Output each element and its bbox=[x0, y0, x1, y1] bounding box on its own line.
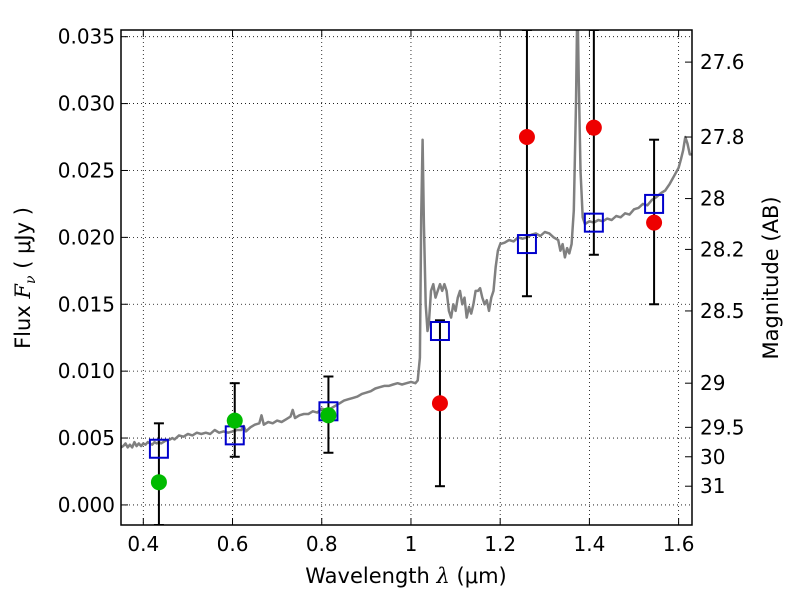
x-tick-label: 1 bbox=[405, 532, 418, 556]
red-data-point bbox=[518, 129, 535, 146]
x-tick-label: 0.6 bbox=[217, 532, 249, 556]
green-data-point bbox=[320, 407, 337, 424]
y-tick-label: 0.010 bbox=[58, 359, 115, 383]
x-axis-ticks: 0.4 0.6 0.8 1 1.2 1.4 1.6 bbox=[127, 30, 695, 556]
y2-tick-label: 28.2 bbox=[700, 237, 745, 261]
y2-tick-label: 29.5 bbox=[700, 415, 745, 439]
x-tick-label: 1.2 bbox=[484, 532, 516, 556]
x-axis-label: Wavelength λ (μm) bbox=[305, 564, 506, 588]
y-tick-label: 0.020 bbox=[58, 225, 115, 249]
red-data-point bbox=[646, 214, 663, 231]
observed-points-layer bbox=[150, 119, 663, 491]
y-tick-label: 0.030 bbox=[58, 92, 115, 116]
y2-tick-label: 28 bbox=[700, 187, 725, 211]
red-data-point bbox=[431, 395, 448, 412]
y-tick-label: 0.005 bbox=[58, 426, 115, 450]
axes-frame bbox=[120, 29, 693, 526]
x-tick-label: 1.6 bbox=[663, 532, 695, 556]
model-photometry-box bbox=[516, 234, 537, 255]
y2-tick-label: 31 bbox=[700, 474, 725, 498]
model-photometry-box bbox=[429, 321, 450, 342]
y2-tick-label: 27.6 bbox=[700, 50, 745, 74]
model-spectrum-line bbox=[121, 30, 692, 449]
y-tick-label: 0.035 bbox=[58, 25, 115, 49]
x-tick-label: 0.4 bbox=[127, 532, 159, 556]
y2-tick-label: 30 bbox=[700, 445, 725, 469]
y2-axis-label: Magnitude (AB) bbox=[759, 196, 783, 359]
y2-axis-ticks: 27.6 27.8 28 28.2 28.5 29 29.5 30 31 bbox=[685, 50, 745, 498]
plot-area bbox=[121, 30, 692, 525]
model-photometry-box bbox=[644, 193, 665, 214]
y-axis-label: Flux Fν ( μJy ) bbox=[11, 207, 39, 349]
y-tick-label: 0.015 bbox=[58, 292, 115, 316]
x-tick-label: 1.4 bbox=[573, 532, 605, 556]
model-photometry-box bbox=[583, 212, 604, 233]
y2-tick-label: 29 bbox=[700, 371, 725, 395]
green-data-point bbox=[226, 412, 243, 429]
y-tick-label: 0.025 bbox=[58, 158, 115, 182]
x-tick-label: 0.8 bbox=[306, 532, 338, 556]
model-photometry-layer bbox=[148, 193, 665, 459]
green-data-point bbox=[150, 474, 167, 491]
red-data-point bbox=[585, 119, 602, 136]
y2-tick-label: 27.8 bbox=[700, 125, 745, 149]
y-tick-label: 0.000 bbox=[58, 493, 115, 517]
y-axis-ticks: 0.000 0.005 0.010 0.015 0.020 0.025 0.030 0.035 bbox=[58, 25, 128, 517]
model-spectrum-layer bbox=[121, 30, 692, 449]
model-photometry-box bbox=[148, 438, 169, 459]
y2-tick-label: 28.5 bbox=[700, 299, 745, 323]
